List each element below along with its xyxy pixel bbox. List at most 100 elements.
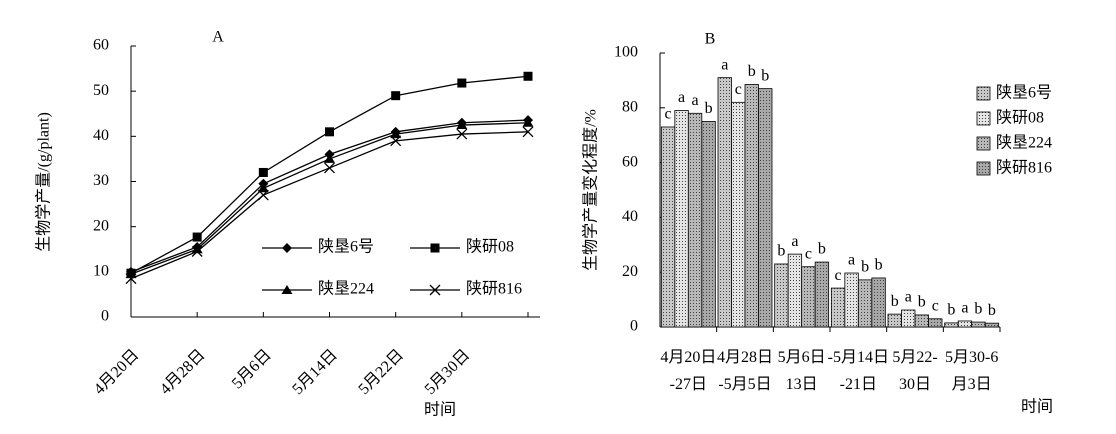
marker [522,117,534,127]
bar-letter: c [835,267,842,284]
bar [944,322,959,328]
bar-letter: c [665,106,672,123]
bar [801,266,816,328]
bar-letter: a [721,56,728,73]
bar-letter: a [848,252,855,269]
bar [660,126,676,328]
bar [731,101,746,328]
marker [257,183,269,193]
chart-title: A [212,29,224,46]
marker [456,120,468,130]
marker [324,162,335,174]
bar [674,110,689,328]
bar [857,279,873,328]
marker [523,71,533,81]
y-tick-label: 50 [93,82,109,99]
bar [871,277,886,328]
legend-label: 陕垦224 [996,134,1052,152]
x-tick-label: 5月14日 [289,346,341,398]
marker [390,135,402,147]
y-axis-label: 生物学产量变化程度/% [582,109,600,271]
y-tick-label: 60 [93,37,109,54]
marker [191,244,203,254]
marker [324,153,335,163]
legend-label: 陕垦224 [318,280,374,298]
bar [758,88,773,328]
y-tick-label: 20 [93,217,109,234]
bar-letter: b [988,302,996,319]
marker [325,127,334,137]
x-tick-label: 4月20日-27日 [660,349,716,393]
bar [717,77,732,328]
bar-letter: c [735,81,742,98]
bar-letter: b [705,100,713,117]
y-tick-label: 100 [614,44,638,61]
y-tick-label: 40 [622,208,638,225]
bar [957,320,973,328]
y-tick-label: 20 [622,263,638,280]
legend-label: 陕垦6号 [318,238,374,256]
bar [914,314,929,328]
y-tick-label: 40 [93,127,109,144]
marker [192,232,202,242]
y-tick-label: 60 [622,153,638,170]
marker [430,243,440,253]
bar [814,261,830,328]
marker [429,284,441,296]
y-tick-label: 10 [93,263,109,280]
bar [887,313,902,328]
legend-label: 陕垦6号 [996,84,1052,102]
bar-letter: b [891,293,899,310]
legend-swatch [976,136,991,151]
bar-letter: b [974,301,982,318]
y-tick-label: 0 [101,308,109,325]
bar-letter: a [961,300,968,317]
legend-swatch [976,161,991,176]
x-tick-label: 5月22-30日 [892,349,937,393]
bar [971,321,986,328]
legend-label: 陕研08 [996,109,1044,127]
bar-letter: a [905,289,912,306]
bar [928,318,943,328]
y-tick-label: 30 [93,172,109,189]
legend-label: 陕研816 [996,159,1052,177]
bar [701,121,716,328]
marker [390,129,402,139]
bar-letter: b [875,257,883,274]
bar [844,272,859,328]
y-axis-label: 生物学产量/(g/plant) [35,112,53,252]
marker [456,128,468,140]
bar-letter: a [791,233,798,250]
marker [258,167,268,177]
bar-letter: b [818,241,826,258]
bar-letter: b [918,294,926,311]
bar [687,112,703,328]
bar-letter: b [861,259,869,276]
bar-letter: b [761,67,769,84]
marker [522,126,534,138]
x-tick-label: 4月28日-5月5日 [717,349,773,393]
x-axis-label: 时间 [424,401,456,419]
bar [774,263,789,328]
marker [191,246,203,257]
x-tick-label: 5月30日 [422,346,474,398]
marker [257,189,269,201]
legend-label: 陕研08 [466,238,514,256]
marker [282,243,292,253]
bar-letter: b [777,243,785,260]
marker [391,91,401,101]
bar-letter: b [947,302,955,319]
x-axis-label: 时间 [1021,398,1053,416]
bar [787,253,803,328]
x-tick-label: -5月14日-21日 [828,349,889,393]
marker [457,78,467,88]
y-tick-label: 80 [622,98,638,115]
x-tick-label: 5月6日 [229,346,275,392]
bar [744,84,759,328]
x-tick-label: 4月28日 [157,346,209,398]
x-tick-label: 5月22日 [355,346,407,398]
bar-letter: c [932,297,939,314]
marker [125,273,137,285]
x-tick-label: 4月20日 [91,346,143,398]
